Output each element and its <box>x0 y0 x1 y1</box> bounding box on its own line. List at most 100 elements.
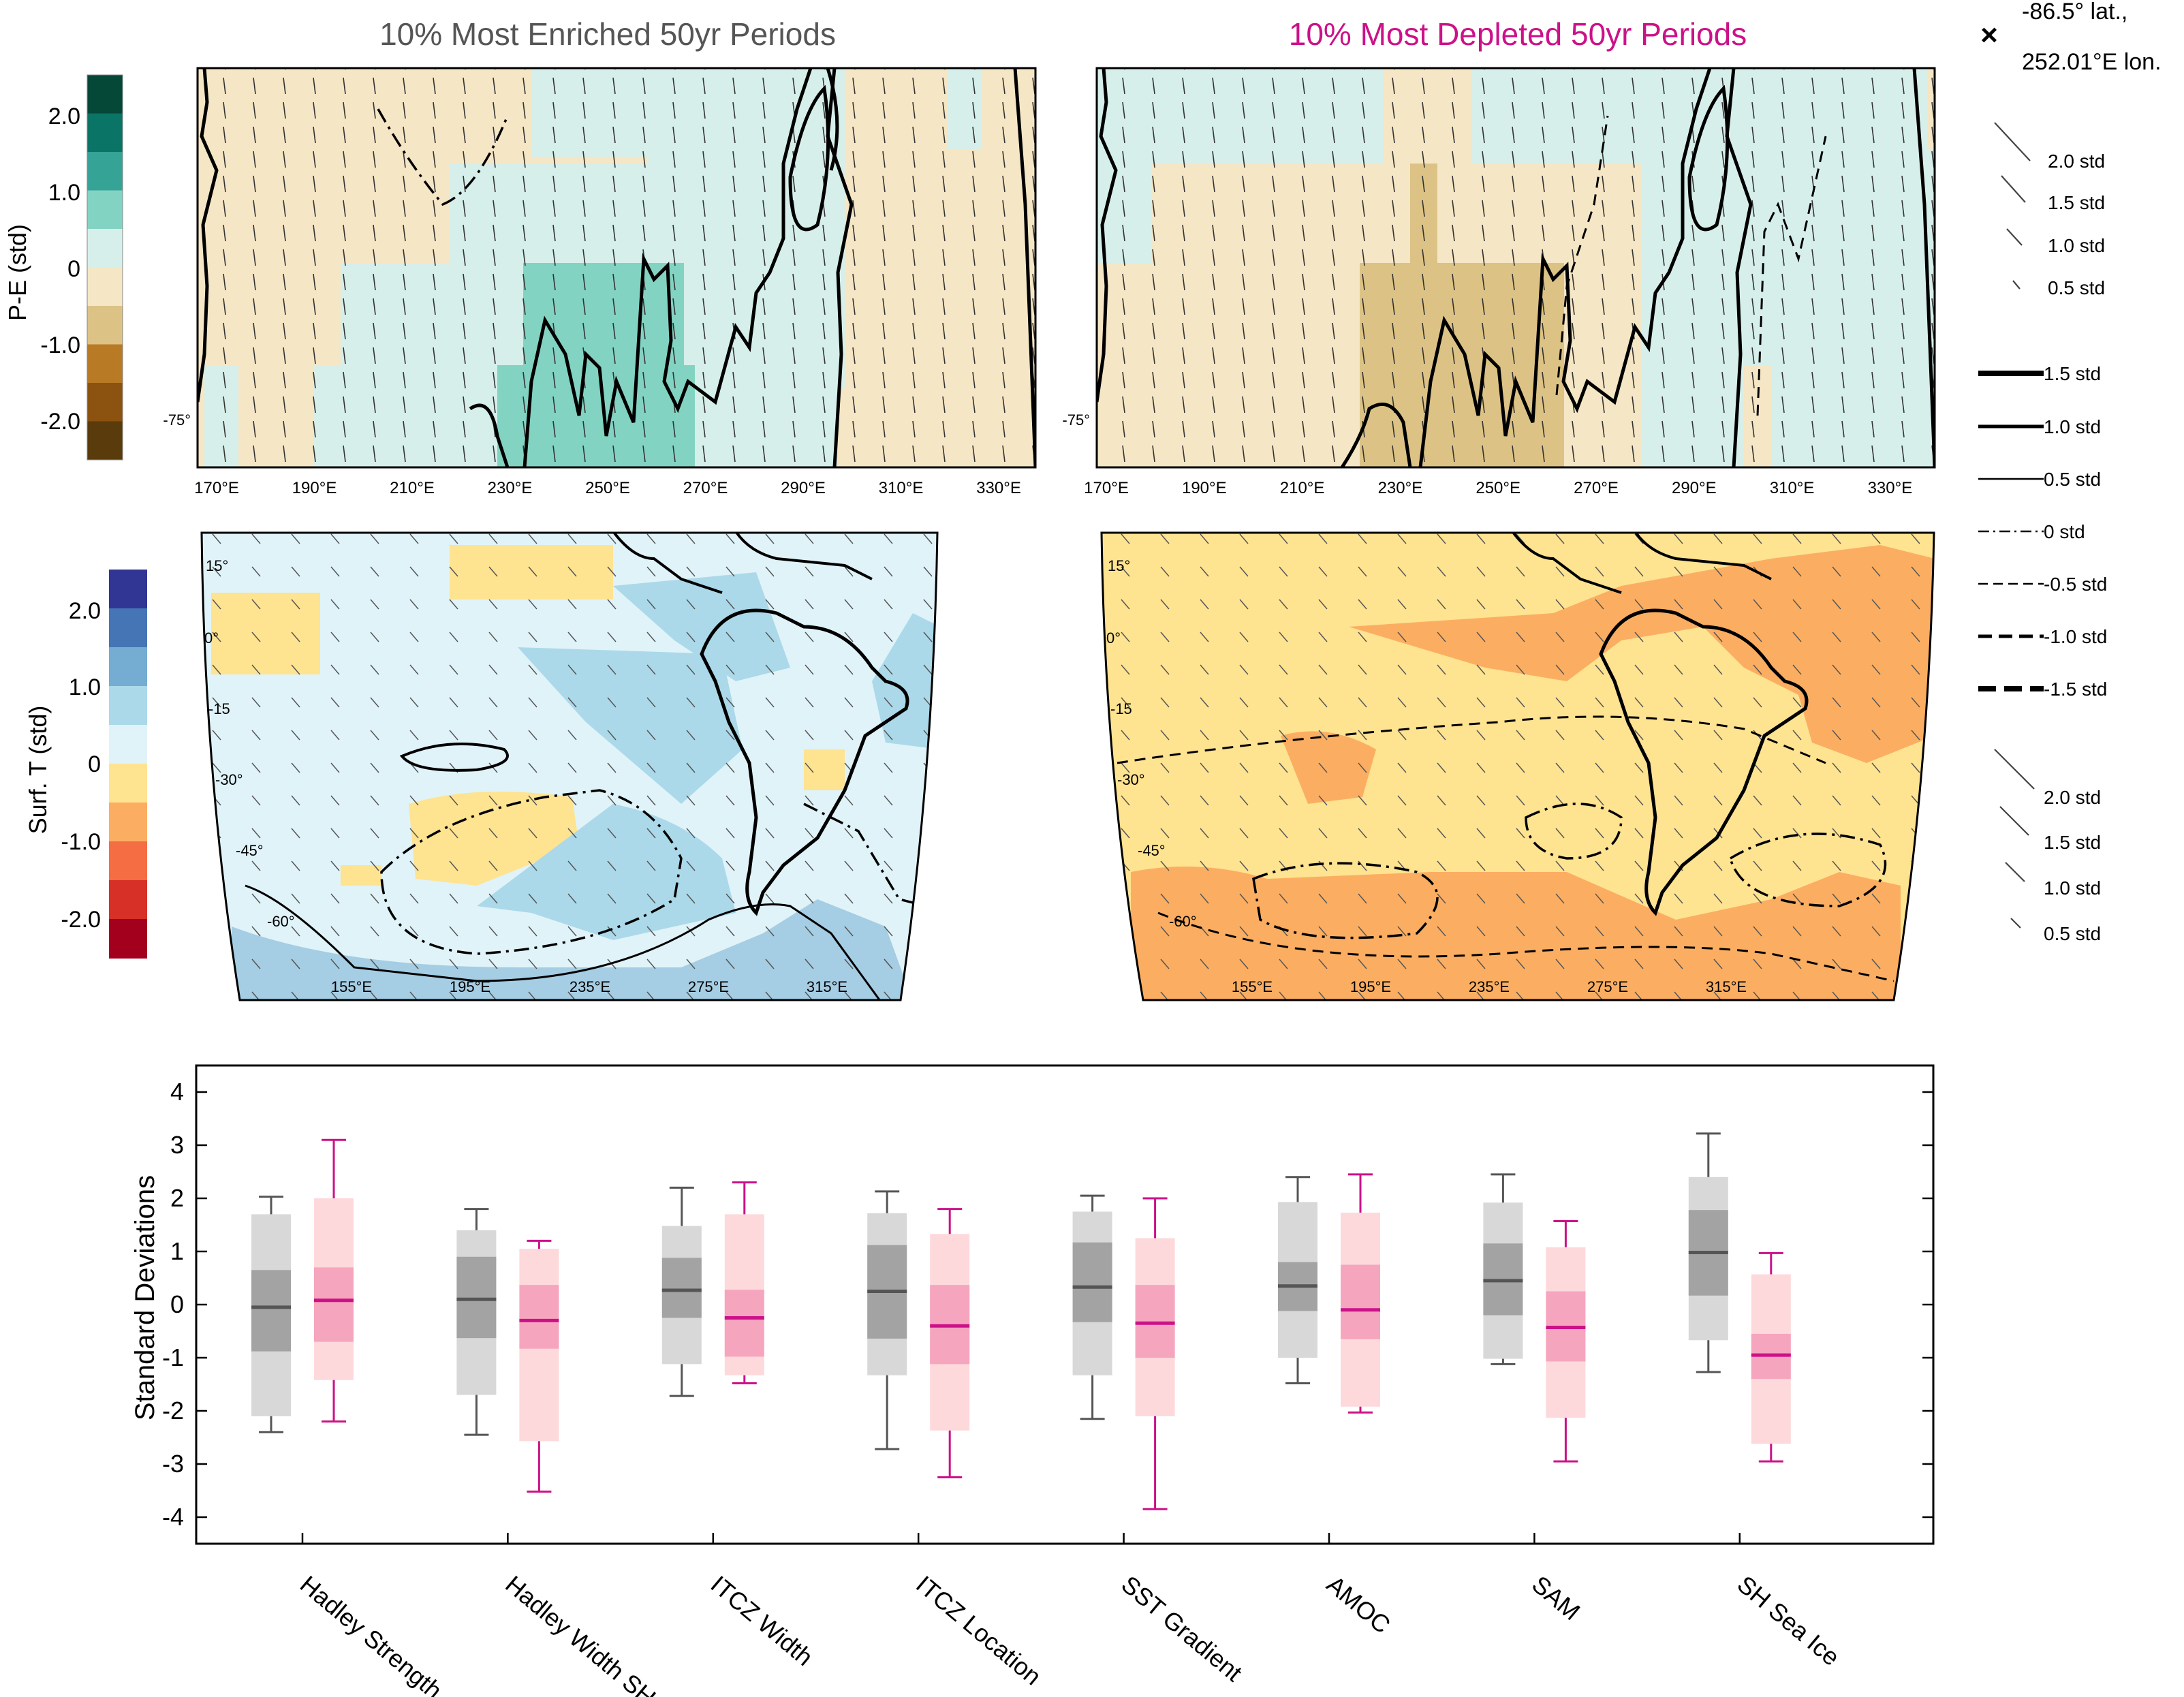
y-tick-label: 1 <box>170 1237 184 1265</box>
legend-lines: 1.5 std 1.0 std 0.5 std 0 std -0.5 std -… <box>1978 363 2107 700</box>
t-lon-label: 195°E <box>450 978 490 995</box>
t-lon-label: 195°E <box>1350 978 1391 995</box>
pe-colorbar-label: P-E (std) <box>3 224 31 321</box>
boxplot-ylabel: Standard Deviations <box>130 1175 160 1420</box>
t-colorbar-swatch <box>109 841 147 881</box>
t-lon-label: 275°E <box>1587 978 1628 995</box>
pe-lon-label: 270°E <box>683 479 728 497</box>
pe-lon-labels: 170°E 190°E 210°E 230°E 250°E 270°E 290°E 310°E… <box>194 479 1021 497</box>
box-inner <box>456 1256 497 1339</box>
t-lon-labels: 155°E 195°E 235°E 275°E 315°E <box>331 978 847 995</box>
y-tick-label: -1 <box>162 1343 184 1371</box>
pe-colorbar-swatch <box>87 344 123 384</box>
arrow-icon <box>2012 280 2021 290</box>
t-map-enriched: 15° 0° -15 -30° -45° -60° 155°E 195°E 235°E 275°… <box>200 531 939 1001</box>
arrow-icon <box>2006 228 2023 246</box>
location-lat: -86.5° lat., <box>2022 0 2127 25</box>
y-tick-label: -2 <box>162 1397 184 1424</box>
t-lat-label: 0° <box>204 629 219 647</box>
box-inner <box>1341 1264 1380 1339</box>
pe-colorbar-swatch <box>87 229 123 268</box>
boxplot-axes: 4 3 2 1 0 -1 -2 -3 -4 <box>162 1064 1935 1545</box>
arrow-icon <box>2005 862 2025 882</box>
legend-arrow-label: 2.0 std <box>2044 787 2101 808</box>
pe-map-depleted: -75° 170°E 190°E 210°E 230°E 250°E 270°E 290°E… <box>1062 67 1936 497</box>
t-lat-labels: 15° 0° -15 -30° -45° -60° <box>204 557 295 930</box>
t-colorbar-ticks: 2.0 1.0 0 -1.0 -2.0 <box>61 598 101 933</box>
boxplot-chart: 4 3 2 1 0 -1 -2 -3 -4 Hadley Strength Hadley Widt… <box>130 1064 1935 1697</box>
t-lon-label: 155°E <box>331 978 372 995</box>
t-lat-label: -30° <box>1117 771 1145 788</box>
box-enriched <box>1483 1173 1523 1365</box>
legend-arrow-label: 1.0 std <box>2048 235 2105 256</box>
t-map-depleted: 15° 0° -15 -30° -45° -60° 155°E 195°E 235°E 275°… <box>1100 531 1935 1001</box>
t-lat-labels-right: 15° 0° -15 -30° -45° -60° <box>1106 557 1197 930</box>
t-colorbar-swatch <box>109 686 147 726</box>
t-lon-label: 235°E <box>1469 978 1510 995</box>
arrow-icon <box>2010 918 2021 929</box>
pe-lon-labels-right: 170°E 190°E 210°E 230°E 250°E 270°E 290°E 310°E… <box>1084 479 1912 497</box>
x-category-label: SAM <box>1527 1570 1585 1626</box>
pe-lon-label: 190°E <box>292 479 337 497</box>
y-tick-label: -3 <box>162 1450 184 1478</box>
pe-colorbar <box>87 74 123 461</box>
box-depleted <box>1341 1173 1380 1414</box>
box-inner <box>661 1258 702 1318</box>
t-lat-label: -45° <box>236 842 264 859</box>
pe-colorbar-swatch <box>87 190 123 230</box>
pe-lon-label: 210°E <box>390 479 435 497</box>
box-depleted <box>1135 1197 1175 1510</box>
pe-colorbar-swatch <box>87 383 123 422</box>
t-tick: -1.0 <box>61 829 101 855</box>
boxplot-category-labels: Hadley Strength Hadley Width SH ITCZ Width… <box>295 1570 1845 1697</box>
t-colorbar-swatch <box>109 764 147 803</box>
title-enriched: 10% Most Enriched 50yr Periods <box>379 16 836 52</box>
pe-lon-label: 190°E <box>1182 479 1227 497</box>
box-enriched <box>867 1190 907 1450</box>
pe-lon-label: 230°E <box>488 479 533 497</box>
pe-lon-label: 250°E <box>585 479 630 497</box>
t-lat-label: -15 <box>1110 700 1132 717</box>
y-tick-label: 4 <box>170 1078 184 1106</box>
pe-colorbar-swatch <box>87 306 123 345</box>
pe-lon-label: 210°E <box>1280 479 1325 497</box>
box-inner <box>1072 1242 1112 1322</box>
t-colorbar-swatch <box>109 608 147 648</box>
arrow-icon <box>2001 175 2026 203</box>
x-category-label: Hadley Strength <box>295 1570 448 1697</box>
legend-arrow-label: 1.5 std <box>2048 192 2105 213</box>
pe-colorbar-swatch <box>87 421 123 461</box>
t-lat-label: -60° <box>1169 913 1197 930</box>
legend-line-label: -1.5 std <box>2044 679 2107 700</box>
legend-arrows-top: 2.0 std 1.5 std 1.0 std 0.5 std <box>1994 122 2105 298</box>
pe-lon-label: 250°E <box>1476 479 1520 497</box>
pe-lon-label: 290°E <box>1672 479 1717 497</box>
t-lat-label: -30° <box>215 771 243 788</box>
box-enriched <box>1278 1176 1317 1384</box>
x-category-label: ITCZ Location <box>911 1570 1047 1691</box>
x-category-label: AMOC <box>1322 1570 1396 1639</box>
t-colorbar-swatch <box>109 880 147 920</box>
boxplot-boxes <box>251 1132 1791 1544</box>
legend-line-label: 1.0 std <box>2044 416 2101 437</box>
t-colorbar-swatch <box>109 803 147 842</box>
pe-lon-label: 170°E <box>194 479 239 497</box>
pe-lon-label: 310°E <box>1770 479 1815 497</box>
x-category-label: Hadley Width SH <box>500 1570 661 1697</box>
legend-arrow-label: 1.5 std <box>2044 832 2101 853</box>
t-lat-label: 15° <box>1108 557 1130 574</box>
legend-arrow-label: 0.5 std <box>2048 277 2105 298</box>
pe-map-enriched: -75° 170°E 190°E 210°E 230°E 250°E 270°E 290°E… <box>163 67 1037 497</box>
arrow-icon <box>1999 806 2029 836</box>
t-tick: -2.0 <box>61 907 101 933</box>
box-inner <box>251 1270 291 1352</box>
box-depleted <box>1546 1220 1586 1463</box>
pe-colorbar-swatch <box>87 75 123 114</box>
legend-arrow-label: 0.5 std <box>2044 923 2101 944</box>
pe-lon-label: 230°E <box>1378 479 1423 497</box>
box-depleted <box>519 1239 559 1493</box>
pe-lon-label: 330°E <box>1868 479 1913 497</box>
location-x-icon: × <box>1980 18 1998 52</box>
box-enriched <box>251 1196 291 1433</box>
